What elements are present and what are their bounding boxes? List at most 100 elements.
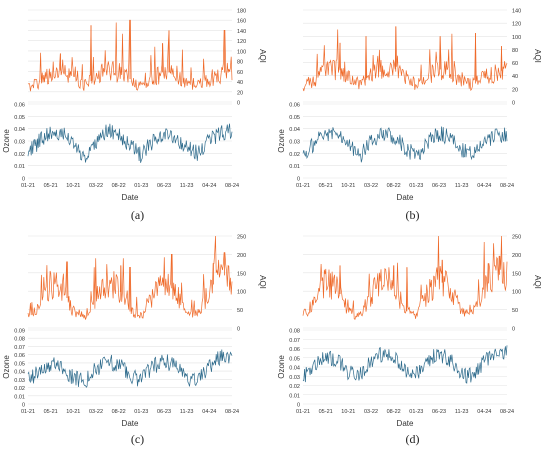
ozone-tick-label: 0.04 <box>289 366 300 372</box>
ozone-tick-label: 0 <box>297 403 300 409</box>
aqi-tick-label: 0 <box>512 101 515 107</box>
x-tick-label: 06-23 <box>432 409 446 415</box>
aqi-tick-label: 120 <box>237 39 246 45</box>
aqi-tick-label: 250 <box>237 235 246 241</box>
aqi-tick-label: 120 <box>512 22 521 28</box>
ozone-tick-label: 0.04 <box>289 127 300 133</box>
ozone-tick-label: 0.02 <box>289 384 300 390</box>
x-tick-label: 01-21 <box>296 183 310 189</box>
aqi-tick-label: 0 <box>512 327 515 333</box>
ozone-tick-label: 0.01 <box>289 164 300 170</box>
aqi-tick-label: 140 <box>237 29 246 35</box>
ozone-tick-label: 0.03 <box>14 140 25 146</box>
x-tick-label: 11-23 <box>180 183 194 189</box>
x-tick-label: 05-21 <box>44 409 58 415</box>
x-axis-label: Date <box>397 419 414 428</box>
x-tick-label: 04-24 <box>477 409 491 415</box>
chart-d: 0 50 100 150 200 250 AQI 0 0.01 0.02 0.03 0.04 0.05 0… <box>277 235 542 429</box>
aqi-axis-label: AQI <box>533 275 542 289</box>
x-tick-label: 08-24 <box>500 183 514 189</box>
aqi-tick-label: 50 <box>237 308 243 314</box>
ozone-tick-label: 0.01 <box>14 394 25 400</box>
x-axis-label: Date <box>397 193 414 202</box>
x-tick-label: 05-21 <box>44 183 58 189</box>
aqi-tick-label: 200 <box>237 253 246 259</box>
ozone-tick-label: 0.04 <box>14 127 25 133</box>
caption-c: (c) <box>130 432 145 446</box>
aqi-tick-label: 60 <box>237 70 243 76</box>
aqi-series-line <box>302 26 508 92</box>
aqi-series-line <box>27 19 233 92</box>
ozone-tick-label: 0 <box>22 177 25 183</box>
ozone-tick-label: 0.07 <box>14 345 25 351</box>
x-tick-label: 01-21 <box>21 409 35 415</box>
aqi-axis-label: AQI <box>533 49 542 63</box>
aqi-tick-label: 50 <box>512 308 518 314</box>
aqi-tick-label: 150 <box>512 271 521 277</box>
x-tick-label: 10-21 <box>66 183 80 189</box>
aqi-tick-label: 20 <box>237 90 243 96</box>
aqi-tick-label: 250 <box>512 235 521 241</box>
ozone-tick-label: 0 <box>297 177 300 183</box>
ozone-tick-label: 0.08 <box>14 337 25 343</box>
x-tick-label: 01-21 <box>296 409 310 415</box>
x-axis-label: Date <box>122 193 139 202</box>
aqi-tick-label: 200 <box>512 253 521 259</box>
aqi-tick-label: 0 <box>237 327 240 333</box>
x-tick-label: 08-22 <box>387 183 401 189</box>
ozone-tick-label: 0.06 <box>14 103 25 109</box>
x-tick-label: 08-24 <box>225 409 239 415</box>
x-tick-label: 08-22 <box>387 409 401 415</box>
ozone-tick-label: 0.07 <box>289 338 300 344</box>
x-tick-label: 03-22 <box>89 183 103 189</box>
ozone-tick-label: 0.01 <box>14 164 25 170</box>
caption-d: (d) <box>405 432 420 446</box>
x-tick-label: 11-23 <box>180 409 194 415</box>
x-tick-label: 06-23 <box>157 183 171 189</box>
aqi-tick-label: 100 <box>512 35 521 41</box>
panel-a: 0 20 40 60 80 100 120 140 160 180 AQI 0 0.01 0.02 0.03… <box>0 0 275 224</box>
x-tick-label: 01-23 <box>134 183 148 189</box>
chart-b: 0 20 40 60 80 100 120 140 AQI 0 0.01 0.02 0.03 0.04 0.… <box>277 9 542 203</box>
ozone-tick-label: 0.04 <box>14 370 25 376</box>
aqi-tick-label: 150 <box>237 271 246 277</box>
x-tick-label: 08-22 <box>112 183 126 189</box>
ozone-series-line <box>27 349 233 388</box>
x-tick-label: 10-21 <box>341 409 355 415</box>
ozone-tick-label: 0.02 <box>289 152 300 158</box>
x-tick-label: 11-23 <box>455 183 469 189</box>
x-tick-label: 06-23 <box>157 409 171 415</box>
x-tick-label: 05-21 <box>319 409 333 415</box>
x-tick-label: 03-22 <box>364 409 378 415</box>
ozone-tick-label: 0.08 <box>289 329 300 335</box>
ozone-axis-label: Ozone <box>277 355 286 379</box>
ozone-tick-label: 0.03 <box>14 378 25 384</box>
aqi-axis-label: AQI <box>258 49 267 63</box>
ozone-tick-label: 0.05 <box>14 361 25 367</box>
x-tick-label: 05-21 <box>319 183 333 189</box>
x-tick-label: 10-21 <box>341 183 355 189</box>
x-tick-label: 10-21 <box>66 409 80 415</box>
aqi-tick-label: 100 <box>512 290 521 296</box>
x-tick-label: 01-23 <box>409 409 423 415</box>
x-tick-label: 04-24 <box>202 183 216 189</box>
ozone-tick-label: 0.06 <box>289 347 300 353</box>
aqi-tick-label: 0 <box>237 101 240 107</box>
x-tick-label: 06-23 <box>432 183 446 189</box>
aqi-tick-label: 160 <box>237 19 246 25</box>
caption-a: (a) <box>130 208 145 222</box>
x-tick-label: 01-23 <box>134 409 148 415</box>
ozone-tick-label: 0.05 <box>289 356 300 362</box>
ozone-tick-label: 0.06 <box>14 353 25 359</box>
ozone-series-line <box>302 126 508 163</box>
ozone-axis-label: Ozone <box>2 355 11 379</box>
chart-c: 0 50 100 150 200 250 AQI 0 0.01 0.02 0.03 0.04 0.05 0… <box>2 235 267 429</box>
aqi-tick-label: 80 <box>237 60 243 66</box>
ozone-tick-label: 0.02 <box>14 386 25 392</box>
caption-b: (b) <box>405 208 420 222</box>
ozone-tick-label: 0.05 <box>14 115 25 121</box>
x-tick-label: 04-24 <box>202 409 216 415</box>
panel-b: 0 20 40 60 80 100 120 140 AQI 0 0.01 0.02 0.03 0.04 0.… <box>275 0 550 224</box>
panel-c: 0 50 100 150 200 250 AQI 0 0.01 0.02 0.03 0.04 0.05 0… <box>0 226 275 450</box>
x-tick-label: 08-22 <box>112 409 126 415</box>
